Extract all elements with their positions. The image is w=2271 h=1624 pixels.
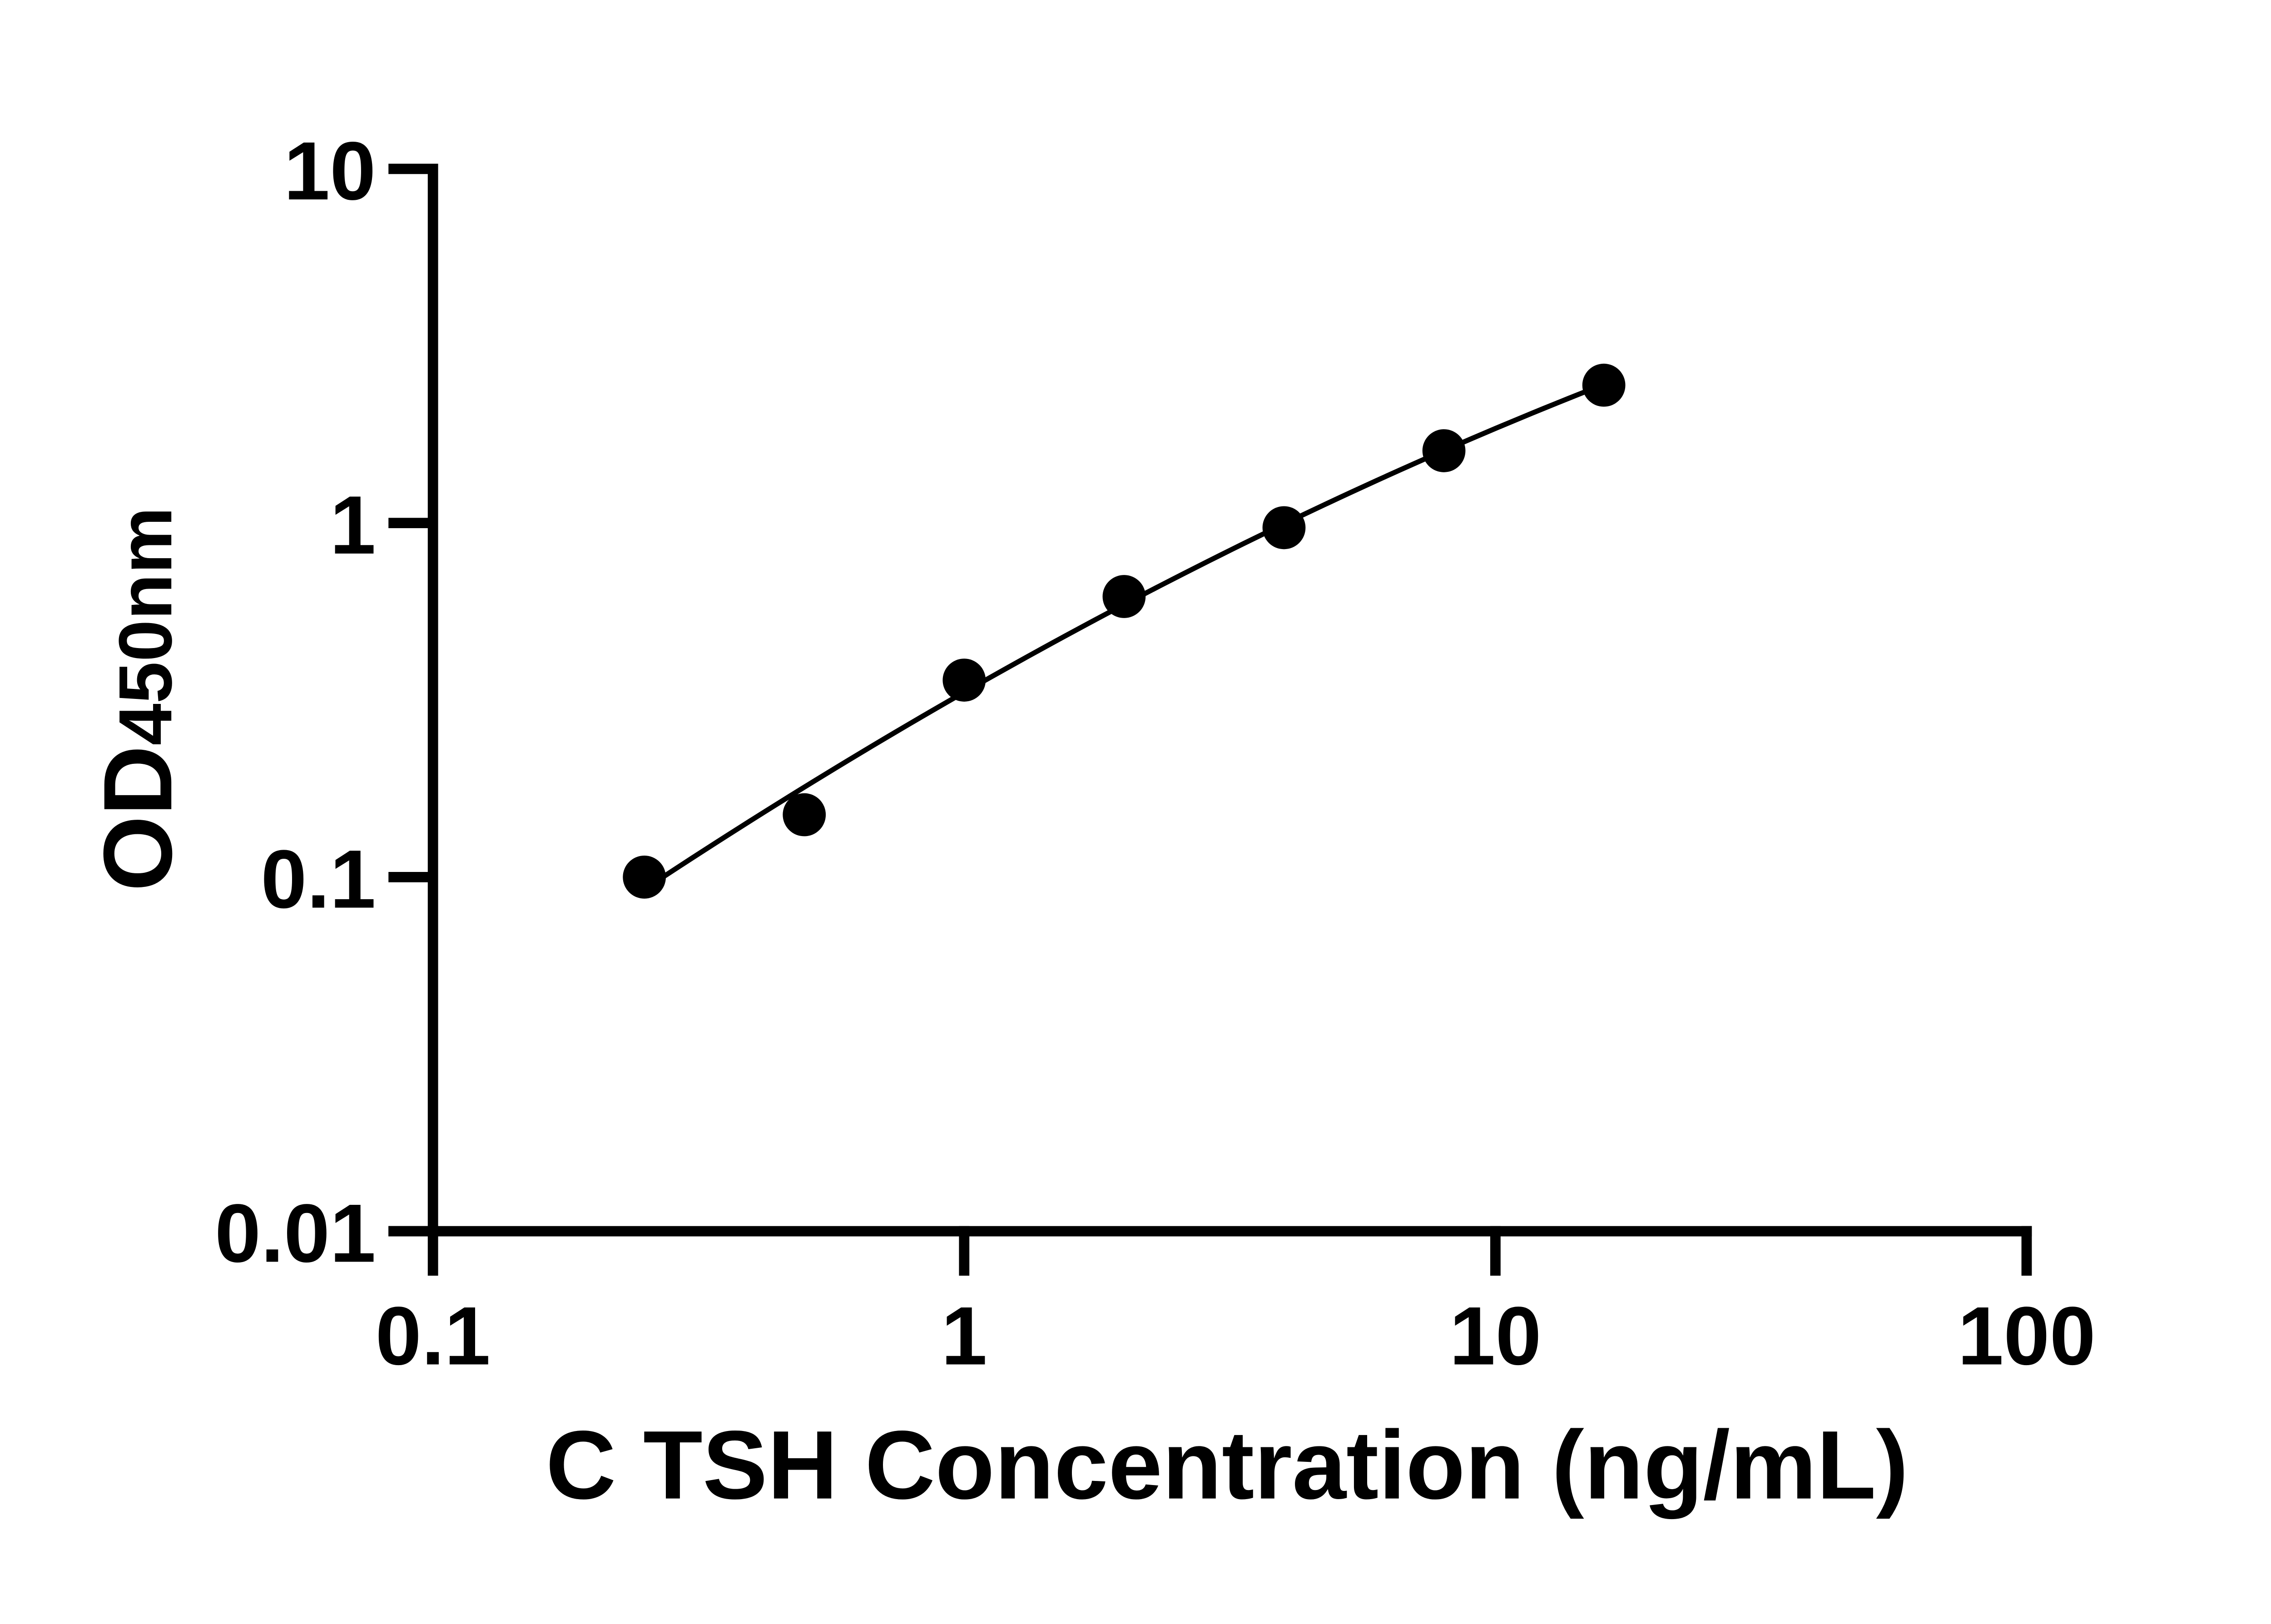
y-tick-label-0.1: 0.1: [261, 833, 376, 926]
x-tick-label-100: 100: [1958, 1289, 2096, 1382]
x-axis-title: C TSH Concentration (ng/mL): [546, 1411, 1909, 1520]
data-point-2: [783, 793, 826, 837]
y-tick-label-0.01: 0.01: [215, 1187, 376, 1279]
y-tick-label-10: 10: [284, 124, 376, 217]
data-point-3: [942, 659, 986, 702]
data-point-5: [1262, 506, 1306, 550]
x-tick-label-0.1: 0.1: [376, 1289, 491, 1382]
data-point-1: [623, 855, 666, 899]
y-axis-title-subscript: 450nm: [104, 507, 188, 745]
y-axis-title-main: OD: [84, 745, 192, 891]
x-tick-label-10: 10: [1449, 1289, 1542, 1382]
y-tick-label-1: 1: [330, 479, 376, 571]
data-point-6: [1422, 429, 1466, 472]
y-axis-title: OD450nm: [84, 507, 192, 891]
data-point-4: [1102, 575, 1146, 618]
x-tick-label-1: 1: [941, 1289, 987, 1382]
data-point-7: [1582, 363, 1626, 407]
